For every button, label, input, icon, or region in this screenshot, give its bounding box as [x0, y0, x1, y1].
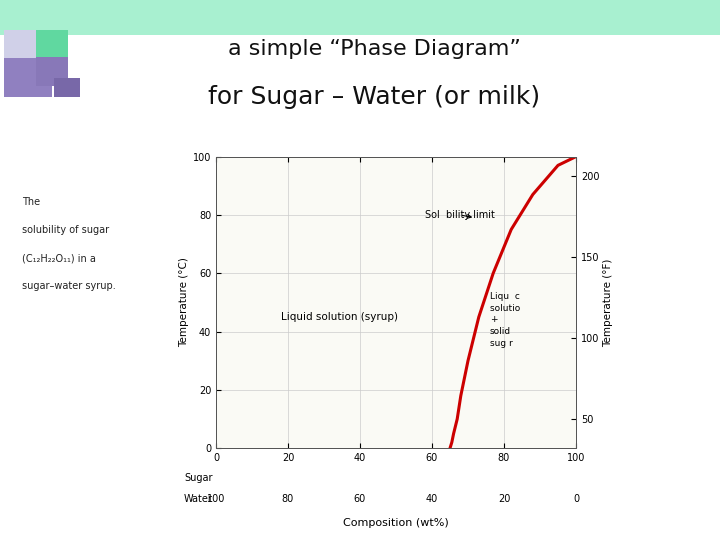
Text: 80: 80 [282, 495, 294, 504]
Text: 100: 100 [207, 495, 225, 504]
Y-axis label: Temperature (°F): Temperature (°F) [603, 258, 613, 347]
Text: sugar–water syrup.: sugar–water syrup. [22, 281, 115, 292]
Text: 40: 40 [426, 495, 438, 504]
Text: Composition (wt%): Composition (wt%) [343, 518, 449, 528]
Text: Liquid solution (syrup): Liquid solution (syrup) [281, 312, 397, 322]
Text: a simple “Phase Diagram”: a simple “Phase Diagram” [228, 38, 521, 59]
Text: The: The [22, 197, 40, 207]
Text: Water: Water [184, 495, 212, 504]
Text: solubility of sugar: solubility of sugar [22, 225, 109, 235]
Text: 20: 20 [498, 495, 510, 504]
Y-axis label: Temperature (°C): Temperature (°C) [179, 258, 189, 347]
Text: Sol  bility limit: Sol bility limit [425, 210, 495, 220]
Text: for Sugar – Water (or milk): for Sugar – Water (or milk) [208, 85, 541, 109]
Text: Sugar: Sugar [184, 473, 212, 483]
Text: (C₁₂H₂₂O₁₁) in a: (C₁₂H₂₂O₁₁) in a [22, 253, 96, 264]
Text: 60: 60 [354, 495, 366, 504]
Text: 0: 0 [573, 495, 579, 504]
Text: Liqu  c
solutio 
+
solid
sug r: Liqu c solutio + solid sug r [490, 292, 523, 348]
